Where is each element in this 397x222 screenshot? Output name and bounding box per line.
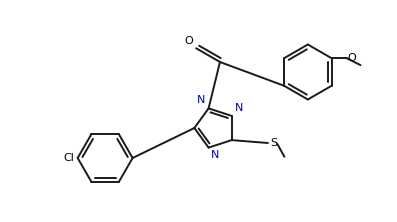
Text: O: O [185,36,193,46]
Text: N: N [197,95,205,105]
Text: Cl: Cl [63,153,74,163]
Text: O: O [348,53,357,63]
Text: N: N [211,150,220,160]
Text: S: S [270,138,277,148]
Text: N: N [235,103,243,113]
